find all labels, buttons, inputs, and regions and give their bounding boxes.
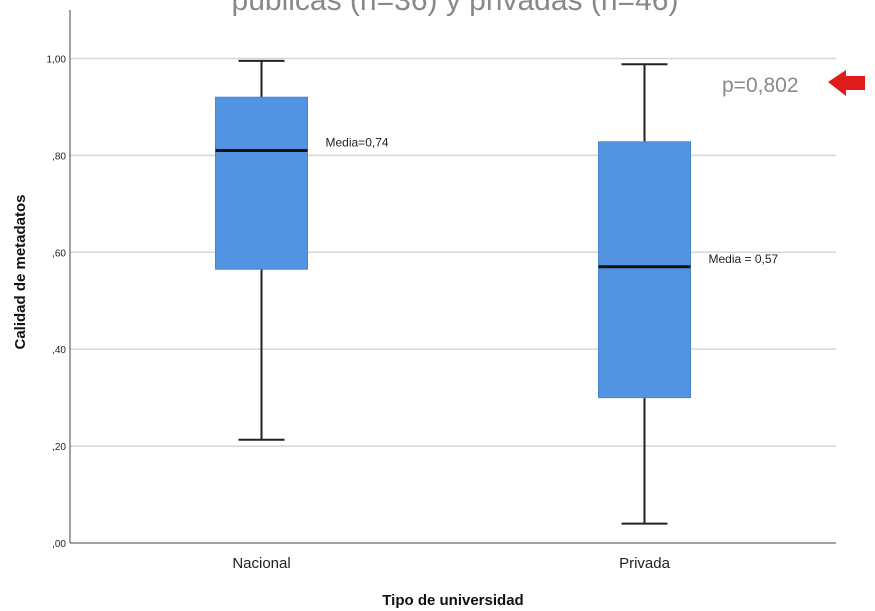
- iqr-box: [215, 96, 308, 270]
- category-label: Privada: [619, 555, 671, 572]
- arrow-icon: [828, 70, 865, 96]
- box-privada: Media = 0,57: [598, 63, 779, 525]
- box-nacional: Media=0,74: [215, 59, 389, 441]
- x-tick-labels: Nacional Privada: [232, 555, 670, 572]
- y-tick-labels: ,00 ,20 ,40 ,60 ,80 1,00: [47, 54, 67, 550]
- y-tick-label: ,60: [52, 248, 66, 259]
- iqr-box: [598, 141, 691, 399]
- y-tick-label: ,00: [52, 539, 66, 550]
- y-axis-label: Calidad de metadatos: [12, 194, 29, 349]
- y-tick-label: ,40: [52, 345, 66, 356]
- grid-lines: [70, 57, 836, 447]
- y-tick-label: 1,00: [47, 54, 67, 65]
- p-value-annotation: p=0,802: [722, 74, 799, 97]
- y-tick-label: ,20: [52, 442, 66, 453]
- mean-label: Media=0,74: [326, 136, 389, 150]
- y-tick-label: ,80: [52, 151, 66, 162]
- x-axis-label: Tipo de universidad: [382, 592, 523, 609]
- category-label: Nacional: [232, 555, 290, 572]
- chart-title: públicas (n=36) y privadas (n=46): [232, 0, 679, 17]
- boxes: Media=0,74 Media = 0,57: [215, 59, 779, 525]
- mean-label: Media = 0,57: [709, 252, 779, 266]
